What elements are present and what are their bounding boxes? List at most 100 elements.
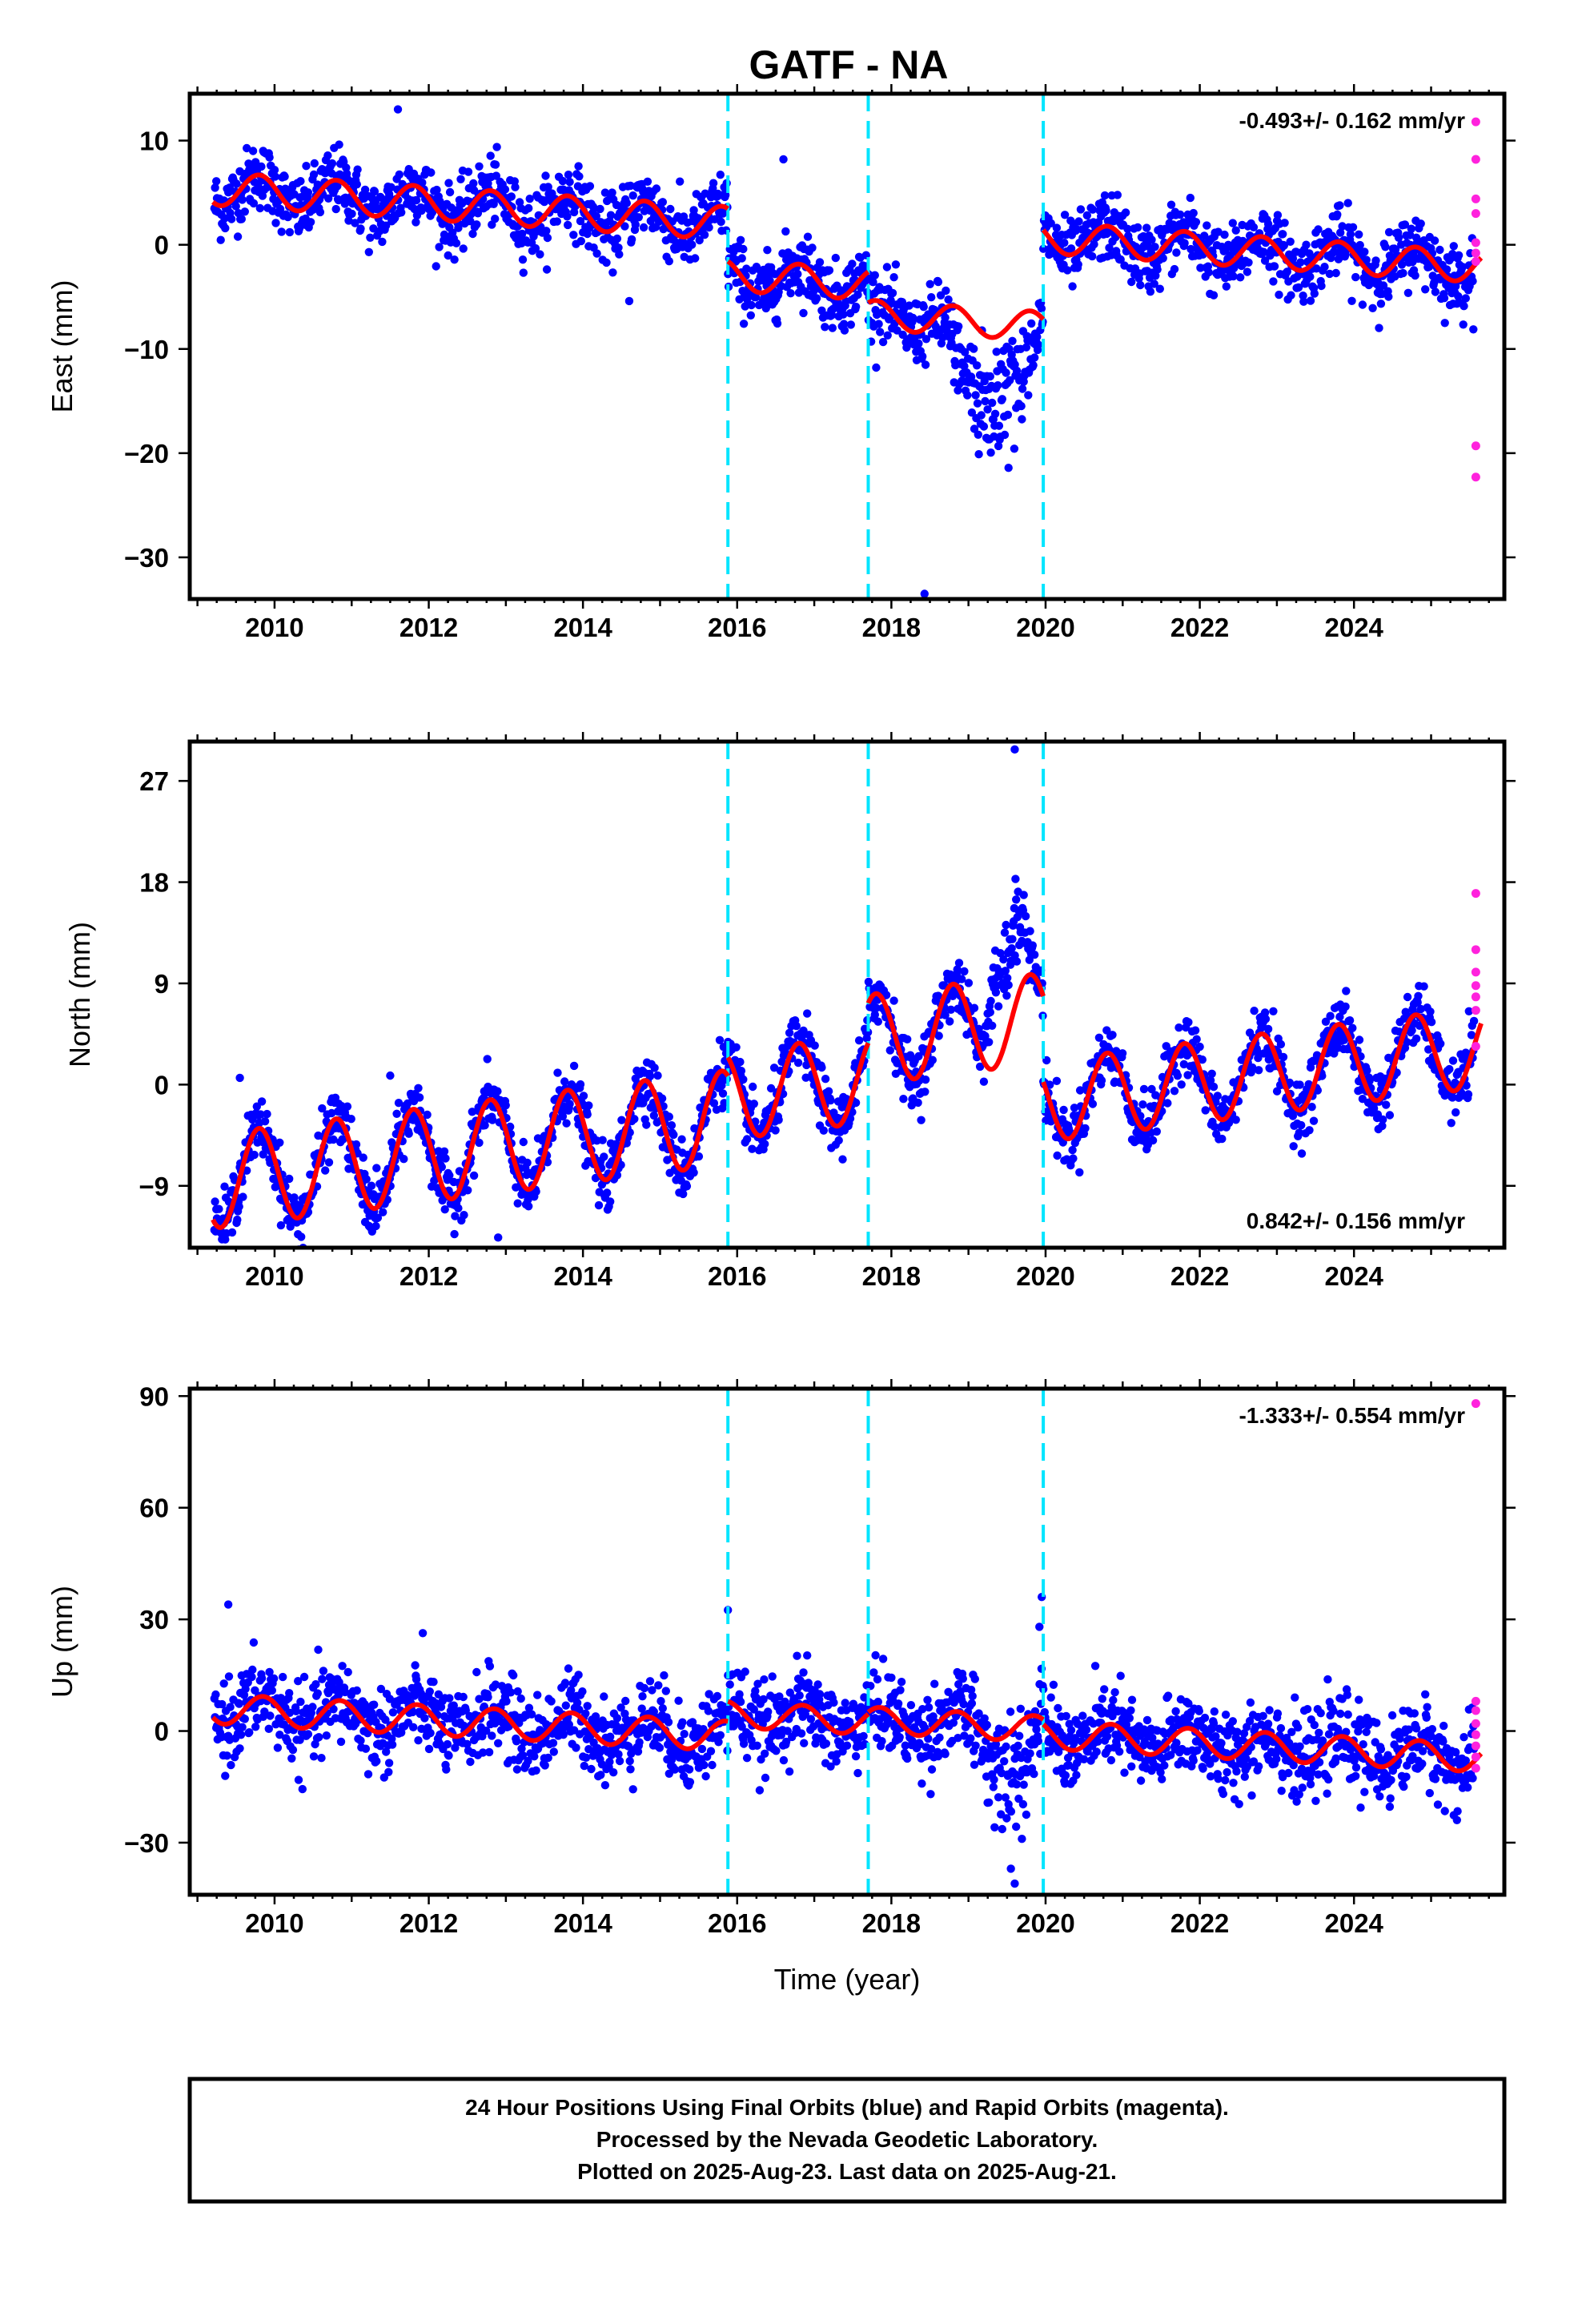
data-point — [755, 1786, 765, 1795]
data-point — [445, 1694, 454, 1703]
data-point — [1362, 255, 1371, 264]
data-point — [1037, 304, 1046, 313]
data-point — [418, 178, 427, 187]
data-point — [518, 1751, 528, 1760]
data-point — [851, 302, 861, 312]
x-ticks — [196, 732, 1490, 1257]
data-point — [1000, 430, 1010, 440]
data-point — [1183, 1071, 1192, 1080]
data-point — [1136, 280, 1145, 290]
data-point — [1373, 1110, 1383, 1119]
data-point — [888, 288, 897, 298]
data-point — [669, 1130, 678, 1140]
data-point — [768, 1672, 777, 1681]
data-point — [564, 1664, 573, 1673]
data-point — [600, 1152, 608, 1161]
data-point — [691, 254, 700, 263]
data-point — [1381, 243, 1390, 251]
data-point — [527, 1710, 536, 1719]
data-point — [492, 171, 500, 180]
data-point — [773, 319, 782, 328]
data-point — [1297, 1120, 1306, 1130]
x-tick-label: 2024 — [1324, 613, 1383, 642]
data-point — [986, 448, 995, 457]
data-point — [394, 1099, 404, 1108]
data-point — [1335, 201, 1344, 210]
data-point — [981, 396, 990, 406]
data-point — [241, 1684, 250, 1694]
data-point — [231, 202, 240, 211]
rapid-point — [1471, 209, 1480, 219]
y-tick-label: 10 — [139, 127, 169, 156]
data-point — [548, 1739, 558, 1747]
data-point — [697, 1744, 707, 1754]
data-point — [511, 183, 520, 191]
north-panel: 2010 2012 2014 2016 2018 2020 2022 2024271890−9… — [63, 732, 1516, 1291]
data-point — [335, 140, 343, 149]
data-point — [1294, 283, 1303, 292]
velocity-annotation: -0.493+/- 0.162 mm/yr — [1239, 108, 1465, 133]
data-point — [579, 1092, 588, 1100]
data-point — [941, 313, 950, 322]
data-point — [612, 1171, 622, 1180]
x-tick-label: 2014 — [553, 1261, 612, 1291]
y-tick-label: −9 — [139, 1172, 169, 1201]
data-point — [705, 223, 713, 232]
data-point — [1348, 1023, 1357, 1032]
data-point — [1447, 1119, 1456, 1128]
data-point — [926, 279, 934, 288]
data-point — [518, 255, 528, 264]
data-point — [491, 215, 500, 223]
data-point — [693, 214, 703, 223]
data-point — [525, 195, 534, 203]
data-point — [761, 1749, 769, 1758]
data-point — [971, 391, 980, 400]
data-point — [1331, 268, 1340, 278]
data-point — [878, 337, 888, 347]
data-point — [761, 304, 770, 313]
data-point — [988, 398, 997, 408]
data-point — [266, 1711, 275, 1720]
data-point — [941, 1011, 950, 1019]
data-point — [319, 1667, 328, 1675]
data-point — [1342, 987, 1351, 995]
data-point — [645, 1677, 655, 1686]
data-point — [373, 1213, 383, 1222]
rapid-point — [1471, 967, 1480, 977]
data-point — [591, 1712, 600, 1721]
data-point — [432, 185, 441, 195]
data-point — [1375, 324, 1383, 332]
data-point — [1150, 279, 1158, 288]
data-point — [974, 1024, 983, 1034]
data-point — [679, 212, 689, 221]
data-point — [1116, 255, 1125, 264]
data-point — [1431, 287, 1440, 296]
data-point — [1200, 231, 1209, 240]
data-point — [975, 1062, 985, 1072]
data-point — [1250, 1007, 1259, 1015]
data-point — [803, 232, 813, 241]
data-point — [1024, 391, 1033, 400]
data-point — [1017, 401, 1026, 411]
data-point — [460, 1211, 468, 1220]
data-point — [709, 179, 718, 187]
data-point — [1011, 875, 1020, 883]
data-point — [585, 182, 595, 191]
data-point — [1175, 210, 1185, 219]
data-point — [1320, 263, 1329, 271]
data-point — [381, 1715, 390, 1724]
data-point — [583, 1110, 592, 1119]
data-point — [299, 1672, 309, 1682]
data-point — [211, 1690, 220, 1699]
data-point — [1399, 268, 1407, 278]
data-point — [594, 1200, 604, 1210]
data-point — [1088, 205, 1098, 214]
data-point — [1088, 251, 1097, 261]
data-point — [1355, 230, 1363, 239]
data-point — [1259, 247, 1268, 256]
data-point — [558, 1112, 568, 1121]
data-point — [1224, 1119, 1234, 1128]
data-point — [523, 1158, 532, 1168]
model-curve — [726, 259, 870, 301]
data-point — [903, 1035, 912, 1044]
